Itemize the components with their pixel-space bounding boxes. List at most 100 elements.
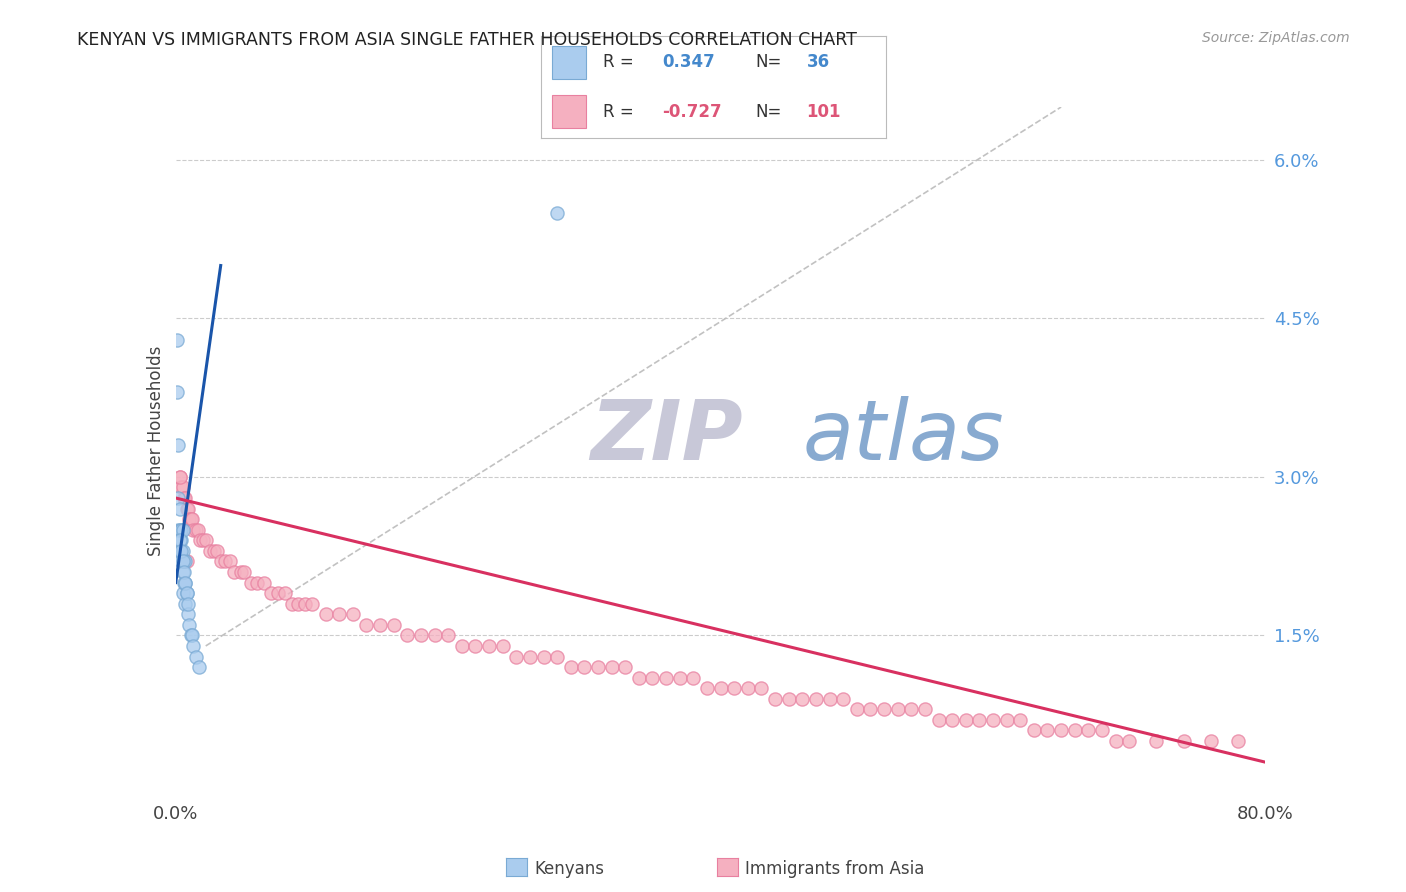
Point	[1227, 734, 1250, 748]
Point	[173, 491, 195, 505]
Point	[209, 554, 232, 568]
Point	[179, 617, 201, 632]
Point	[181, 512, 204, 526]
Point	[778, 691, 800, 706]
Point	[751, 681, 773, 696]
Point	[176, 586, 198, 600]
Point	[187, 660, 209, 674]
Point	[202, 544, 225, 558]
Point	[167, 491, 190, 505]
Point	[533, 649, 555, 664]
Point	[239, 575, 262, 590]
Point	[301, 597, 323, 611]
Point	[169, 544, 191, 558]
Point	[723, 681, 745, 696]
Point	[382, 617, 405, 632]
Point	[492, 639, 515, 653]
Point	[560, 660, 582, 674]
Point	[845, 702, 868, 716]
Point	[1010, 713, 1032, 727]
Point	[423, 628, 446, 642]
Point	[176, 586, 198, 600]
Text: Source: ZipAtlas.com: Source: ZipAtlas.com	[1202, 31, 1350, 45]
Point	[170, 523, 193, 537]
Y-axis label: Single Father Households: Single Father Households	[146, 345, 165, 556]
Point	[172, 544, 194, 558]
Point	[818, 691, 841, 706]
Text: R =: R =	[603, 54, 634, 71]
Point	[167, 523, 190, 537]
Point	[173, 575, 195, 590]
Text: atlas: atlas	[803, 396, 1004, 477]
Point	[941, 713, 963, 727]
Point	[198, 544, 221, 558]
Point	[253, 575, 276, 590]
Point	[186, 649, 208, 664]
Point	[177, 607, 200, 622]
Point	[170, 554, 193, 568]
Bar	[551, 95, 586, 128]
Point	[177, 597, 200, 611]
Point	[1022, 723, 1045, 738]
Text: ZIP: ZIP	[591, 396, 742, 477]
Point	[174, 491, 197, 505]
Point	[174, 597, 197, 611]
Text: Immigrants from Asia: Immigrants from Asia	[745, 860, 925, 878]
Point	[1144, 734, 1167, 748]
Point	[478, 639, 501, 653]
Point	[180, 628, 202, 642]
Point	[294, 597, 316, 611]
Point	[260, 586, 283, 600]
Point	[194, 533, 217, 548]
Point	[914, 702, 936, 716]
Point	[172, 565, 194, 579]
Point	[1077, 723, 1099, 738]
Point	[356, 617, 378, 632]
Point	[172, 554, 194, 568]
Point	[981, 713, 1004, 727]
Point	[464, 639, 486, 653]
Point	[232, 565, 254, 579]
Point	[174, 575, 197, 590]
Point	[546, 649, 568, 664]
Point	[368, 617, 391, 632]
Bar	[551, 45, 586, 78]
Point	[169, 470, 191, 484]
Point	[1173, 734, 1195, 748]
Point	[873, 702, 896, 716]
Point	[1063, 723, 1085, 738]
Point	[173, 565, 195, 579]
Point	[1050, 723, 1073, 738]
Point	[627, 671, 650, 685]
Point	[696, 681, 718, 696]
Point	[287, 597, 309, 611]
Point	[219, 554, 242, 568]
Point	[186, 523, 208, 537]
Point	[315, 607, 337, 622]
Point	[505, 649, 527, 664]
Point	[1091, 723, 1114, 738]
Point	[955, 713, 977, 727]
Point	[170, 480, 193, 494]
Point	[172, 523, 194, 537]
Point	[995, 713, 1018, 727]
Point	[900, 702, 922, 716]
Point	[166, 385, 188, 400]
Point	[763, 691, 786, 706]
Point	[969, 713, 991, 727]
Point	[173, 554, 195, 568]
Point	[174, 575, 197, 590]
Point	[177, 501, 200, 516]
Point	[450, 639, 472, 653]
Point	[1104, 734, 1126, 748]
Point	[437, 628, 460, 642]
Point	[169, 523, 191, 537]
Point	[183, 523, 205, 537]
Point	[1118, 734, 1140, 748]
Point	[267, 586, 290, 600]
Point	[886, 702, 908, 716]
Point	[181, 628, 204, 642]
Text: N=: N=	[755, 103, 782, 120]
Point	[176, 554, 198, 568]
Point	[668, 671, 690, 685]
